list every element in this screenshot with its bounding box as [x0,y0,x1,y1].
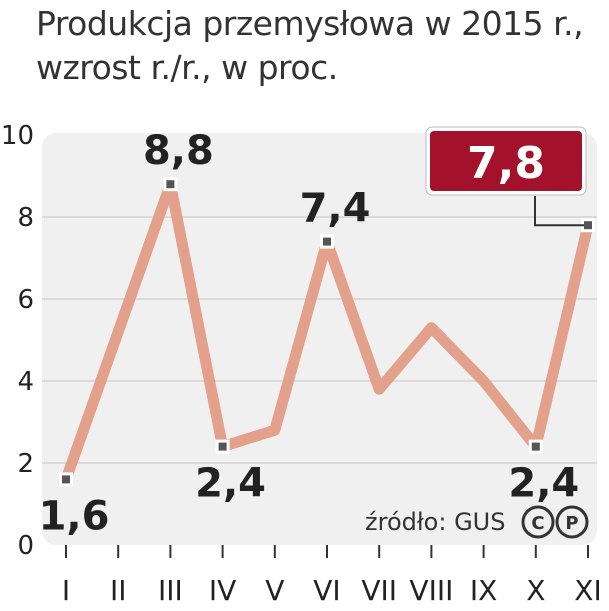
copyright-c-p-icon: C P [521,505,589,539]
data-marker-core-X [531,442,540,451]
x-tick-label-III: III [158,574,183,607]
x-axis-ticks [65,545,589,558]
marker-group [59,177,595,487]
data-label-X: 2,4 [508,461,579,507]
x-tick-label-II: II [110,574,127,607]
callout-box [430,131,582,191]
svg-text:P: P [565,513,578,534]
data-label-VI: 7,4 [300,186,371,232]
y-axis-labels: 0 2 4 6 8 10 [1,121,34,561]
data-marker-core-VI [323,237,331,246]
y-tick-label-4: 4 [17,367,34,397]
chart-title-line-2: wzrost r./r., w proc. [36,48,338,87]
callout-value: 7,8 [467,138,545,189]
data-label-III: 8,8 [143,128,214,174]
chart-title-line-1: Produkcja przemysłowa w 2015 r., [36,4,584,43]
data-marker-core-IV [218,442,227,451]
y-tick-label-6: 6 [17,285,34,315]
y-tick-label-0: 0 [17,531,34,561]
data-marker-core-XI [584,221,592,230]
y-tick-label-8: 8 [17,203,34,233]
y-tick-label-2: 2 [17,449,34,479]
source-label: źródło: GUS [365,508,505,536]
svg-text:C: C [531,513,544,534]
chart-title: Produkcja przemysłowa w 2015 r., wzrost … [36,2,584,90]
data-label-group: 1,6 8,8 2,4 7,4 2,4 [39,128,580,539]
data-marker-core-I [62,475,70,484]
x-tick-label-XI: XI [574,574,601,607]
x-axis-labels: I II III IV V VI VII VIII IX X XI [62,574,602,607]
data-label-IV: 2,4 [195,461,266,507]
highlight-callout: 7,8 [425,126,587,227]
x-tick-label-VIII: VIII [409,574,453,607]
x-tick-label-I: I [62,574,70,607]
x-tick-label-VI: VI [313,574,340,607]
x-tick-label-IV: IV [209,574,236,607]
data-marker-core-III [166,180,175,189]
callout-leader-line [534,196,584,227]
data-label-I: 1,6 [39,493,110,539]
y-tick-label-10: 10 [1,121,34,151]
x-tick-label-VII: VII [361,574,397,607]
x-tick-label-IX: IX [470,574,497,607]
x-tick-label-X: X [526,574,545,607]
x-tick-label-V: V [265,574,284,607]
